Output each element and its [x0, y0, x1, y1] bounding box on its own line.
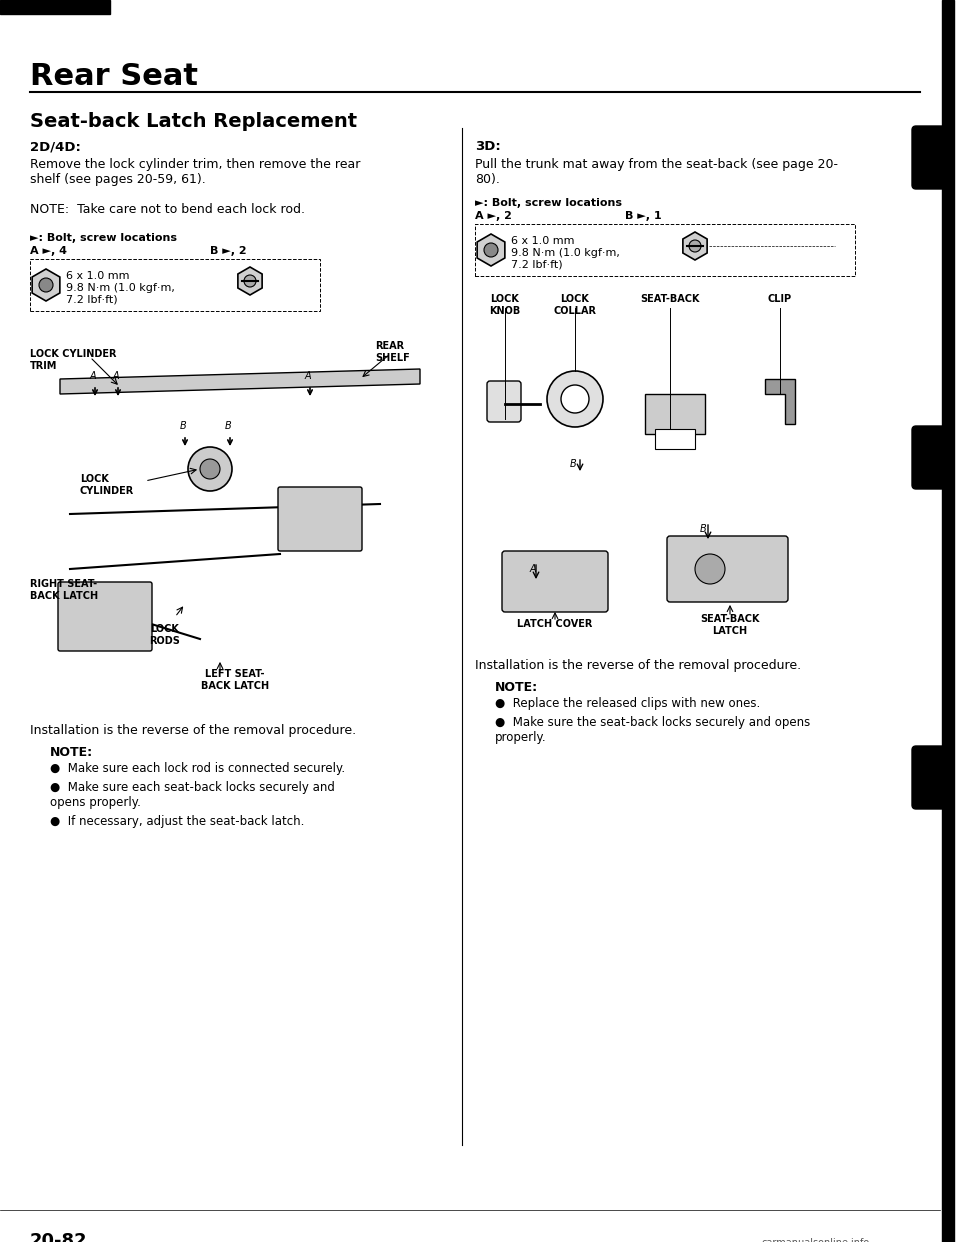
Text: LOCK
CYLINDER: LOCK CYLINDER	[80, 474, 134, 496]
Text: ►: Bolt, screw locations: ►: Bolt, screw locations	[475, 197, 622, 207]
Text: LOCK
KNOB: LOCK KNOB	[490, 294, 520, 315]
Text: SEAT-BACK: SEAT-BACK	[640, 294, 700, 304]
Text: NOTE:: NOTE:	[495, 681, 539, 694]
FancyBboxPatch shape	[667, 537, 788, 602]
Text: A: A	[530, 564, 537, 574]
FancyBboxPatch shape	[58, 582, 152, 651]
Circle shape	[200, 460, 220, 479]
Text: B ►, 2: B ►, 2	[210, 246, 247, 256]
Text: Rear Seat: Rear Seat	[30, 62, 198, 91]
Text: REAR
SHELF: REAR SHELF	[375, 342, 410, 363]
Text: NOTE:  Take care not to bend each lock rod.: NOTE: Take care not to bend each lock ro…	[30, 202, 305, 216]
Text: ●  Make sure each seat-back locks securely and
opens properly.: ● Make sure each seat-back locks securel…	[50, 781, 335, 809]
Text: A: A	[90, 371, 97, 381]
FancyBboxPatch shape	[502, 551, 608, 612]
Circle shape	[547, 371, 603, 427]
Text: Seat-back Latch Replacement: Seat-back Latch Replacement	[30, 112, 357, 130]
Text: 6 x 1.0 mm
9.8 N·m (1.0 kgf·m,
7.2 lbf·ft): 6 x 1.0 mm 9.8 N·m (1.0 kgf·m, 7.2 lbf·f…	[66, 271, 175, 304]
Text: LOCK
RODS: LOCK RODS	[150, 623, 180, 646]
Polygon shape	[238, 267, 262, 296]
Text: SEAT-BACK
LATCH: SEAT-BACK LATCH	[700, 614, 759, 636]
Polygon shape	[683, 232, 708, 260]
Text: 3D:: 3D:	[475, 140, 501, 153]
Text: carmanualsonline.info: carmanualsonline.info	[761, 1238, 870, 1242]
Bar	[655, 428, 695, 450]
Circle shape	[695, 554, 725, 584]
Text: Installation is the reverse of the removal procedure.: Installation is the reverse of the remov…	[475, 660, 802, 672]
Text: 2D/4D:: 2D/4D:	[30, 140, 81, 153]
Bar	[942, 0, 954, 1242]
Circle shape	[561, 385, 589, 414]
Text: Remove the lock cylinder trim, then remove the rear
shelf (see pages 20-59, 61).: Remove the lock cylinder trim, then remo…	[30, 158, 360, 186]
Text: ●  If necessary, adjust the seat-back latch.: ● If necessary, adjust the seat-back lat…	[50, 815, 304, 828]
Text: CLIP: CLIP	[768, 294, 792, 304]
Bar	[0, 0, 110, 14]
FancyBboxPatch shape	[912, 426, 948, 489]
Polygon shape	[477, 233, 505, 266]
Text: LOCK CYLINDER
TRIM: LOCK CYLINDER TRIM	[30, 349, 116, 370]
Text: LOCK
COLLAR: LOCK COLLAR	[554, 294, 596, 315]
Text: A ►, 4: A ►, 4	[30, 246, 67, 256]
Polygon shape	[60, 369, 420, 394]
Text: B: B	[180, 421, 187, 431]
FancyBboxPatch shape	[912, 746, 948, 809]
Polygon shape	[32, 270, 60, 301]
Text: B: B	[570, 460, 577, 469]
Bar	[30, 260, 320, 310]
Circle shape	[39, 278, 53, 292]
Text: B: B	[700, 524, 707, 534]
Text: NOTE:: NOTE:	[50, 746, 93, 759]
Text: 20-82: 20-82	[30, 1232, 87, 1242]
Text: Pull the trunk mat away from the seat-back (see page 20-
80).: Pull the trunk mat away from the seat-ba…	[475, 158, 838, 186]
FancyBboxPatch shape	[912, 125, 948, 189]
Circle shape	[484, 243, 498, 257]
Text: ●  Make sure each lock rod is connected securely.: ● Make sure each lock rod is connected s…	[50, 763, 346, 775]
Circle shape	[188, 447, 232, 491]
Text: A ►, 2: A ►, 2	[475, 211, 512, 221]
Bar	[645, 394, 705, 433]
Text: LATCH COVER: LATCH COVER	[517, 619, 592, 628]
Text: A: A	[113, 371, 120, 381]
Text: ●  Make sure the seat-back locks securely and opens
properly.: ● Make sure the seat-back locks securely…	[495, 715, 810, 744]
Text: ●  Replace the released clips with new ones.: ● Replace the released clips with new on…	[495, 697, 760, 710]
FancyBboxPatch shape	[278, 487, 362, 551]
Text: ►: Bolt, screw locations: ►: Bolt, screw locations	[30, 233, 177, 243]
Text: 6 x 1.0 mm
9.8 N·m (1.0 kgf·m,
7.2 lbf·ft): 6 x 1.0 mm 9.8 N·m (1.0 kgf·m, 7.2 lbf·f…	[511, 236, 620, 270]
Circle shape	[244, 274, 256, 287]
Text: RIGHT SEAT-
BACK LATCH: RIGHT SEAT- BACK LATCH	[30, 579, 98, 601]
Text: B: B	[225, 421, 231, 431]
FancyBboxPatch shape	[487, 381, 521, 422]
Text: A: A	[305, 371, 312, 381]
Text: B ►, 1: B ►, 1	[625, 211, 661, 221]
Polygon shape	[765, 379, 795, 424]
Text: Installation is the reverse of the removal procedure.: Installation is the reverse of the remov…	[30, 724, 356, 737]
Circle shape	[689, 240, 701, 252]
Bar	[475, 224, 855, 276]
Text: LEFT SEAT-
BACK LATCH: LEFT SEAT- BACK LATCH	[201, 669, 269, 691]
